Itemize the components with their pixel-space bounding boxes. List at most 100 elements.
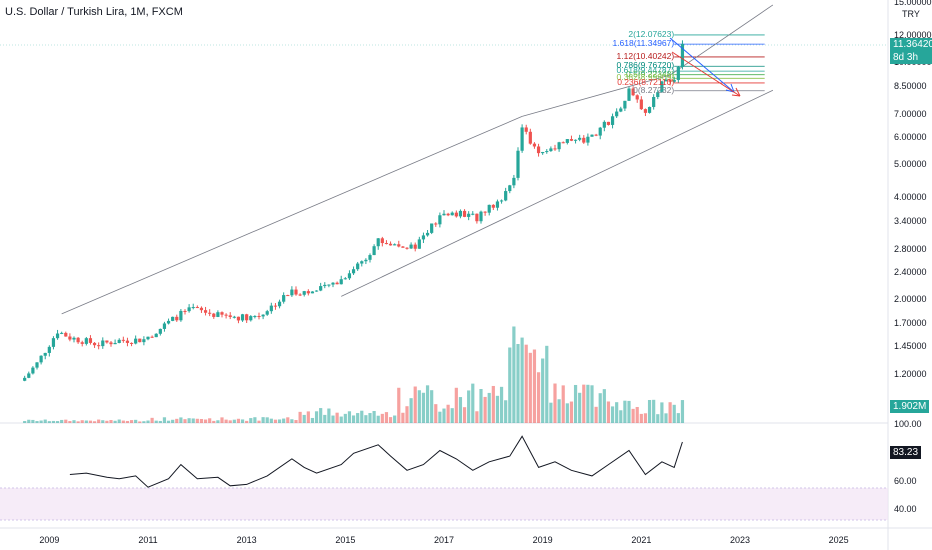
volume-bar: [331, 415, 335, 423]
projection-arrow-red[interactable]: [671, 51, 741, 97]
candle-body: [286, 295, 290, 297]
candle-body: [364, 259, 368, 262]
trendlines[interactable]: [61, 4, 774, 315]
candle-body: [384, 243, 389, 245]
candle-body: [528, 131, 532, 144]
candle-body: [660, 81, 664, 93]
volume-bar: [458, 397, 463, 423]
volume-bar: [138, 421, 142, 423]
candle-body: [171, 316, 175, 321]
candle-body: [462, 210, 467, 217]
candle-body: [257, 316, 261, 318]
price-tick: 12.00000: [894, 29, 932, 40]
candle-body: [516, 150, 520, 178]
symbol-title[interactable]: U.S. Dollar / Turkish Lira, 1M, FXCM: [5, 6, 183, 18]
time-tick: 2025: [828, 535, 849, 545]
candle-body: [376, 238, 380, 247]
candle-body: [138, 338, 142, 343]
volume-bar: [162, 417, 167, 423]
volume-bar: [236, 418, 241, 423]
candle-body: [220, 312, 224, 315]
candle-body: [129, 342, 134, 344]
volume-bar: [417, 390, 421, 423]
candle-body: [450, 212, 454, 216]
volume-bar: [323, 414, 327, 423]
candle-body: [356, 263, 360, 270]
candle-body: [253, 316, 257, 318]
volume-bar: [43, 419, 47, 423]
volume-bar: [615, 402, 619, 423]
volume-bar: [101, 420, 105, 423]
volume-bar: [27, 419, 31, 423]
projection-arrow-blue[interactable]: [669, 37, 735, 93]
candle-body: [60, 332, 64, 334]
volume-bar: [55, 421, 60, 423]
candle-body: [569, 139, 574, 141]
candle-body: [314, 290, 319, 292]
volume-bar: [216, 420, 220, 423]
candle-body: [565, 139, 569, 143]
volume-bar: [150, 417, 154, 423]
volume-bar: [606, 401, 611, 423]
candle-body: [623, 100, 627, 109]
volume-bar: [125, 420, 130, 423]
candle-body: [282, 295, 286, 302]
candle-body: [520, 127, 524, 151]
volume-bar: [327, 408, 331, 423]
volume-bar: [520, 337, 524, 423]
candle-body: [121, 339, 125, 341]
rsi-value-tag: 83.23: [890, 446, 922, 459]
trendline: [669, 4, 774, 76]
candle-body: [134, 338, 138, 344]
volume-bar: [195, 418, 199, 423]
rsi-tick: 40.00: [894, 503, 917, 514]
volume-bar: [647, 400, 652, 423]
time-tick: 2019: [532, 535, 553, 545]
volume-bar: [298, 411, 302, 423]
candle-body: [35, 362, 39, 368]
candle-body: [545, 151, 549, 153]
candle-body: [672, 79, 676, 82]
volume-bar: [553, 383, 557, 423]
candle-body: [639, 99, 643, 110]
candle-body: [187, 307, 191, 312]
time-tick: 2009: [39, 535, 60, 545]
volume-bar: [397, 387, 401, 423]
candle-body: [380, 238, 384, 244]
volume-bar: [512, 326, 516, 423]
candle-body: [573, 139, 578, 141]
candle-body: [417, 239, 421, 249]
price-tick: 7.00000: [894, 109, 927, 120]
volume-bar: [310, 417, 315, 423]
volume-bar: [35, 421, 39, 423]
candle-body: [413, 244, 417, 249]
candle-body: [610, 116, 615, 125]
volume-bar: [249, 418, 253, 423]
candle-body: [331, 282, 335, 285]
volume-bar: [557, 399, 561, 423]
candle-body: [261, 314, 265, 317]
candle-body: [88, 338, 93, 343]
candle-body: [475, 213, 479, 222]
candle-body: [76, 337, 80, 343]
candle-body: [125, 340, 130, 343]
volume-bar: [64, 419, 68, 423]
volume-bar: [413, 386, 417, 423]
candle-body: [680, 43, 685, 67]
volume-bar: [541, 358, 545, 423]
candle-body: [51, 338, 56, 347]
volume-bar: [282, 418, 286, 423]
candle-body: [430, 223, 434, 233]
candle-body: [273, 305, 278, 307]
candle-body: [199, 307, 204, 311]
volume-bar: [146, 420, 150, 423]
candle-body: [397, 244, 401, 247]
volume-bar: [442, 408, 446, 423]
volume-bar: [273, 419, 278, 423]
price-tick: 1.45000: [894, 341, 927, 352]
candle-body: [372, 246, 376, 256]
volume-bar: [582, 384, 586, 423]
volume-bar: [380, 413, 384, 423]
volume-bar: [294, 420, 298, 423]
